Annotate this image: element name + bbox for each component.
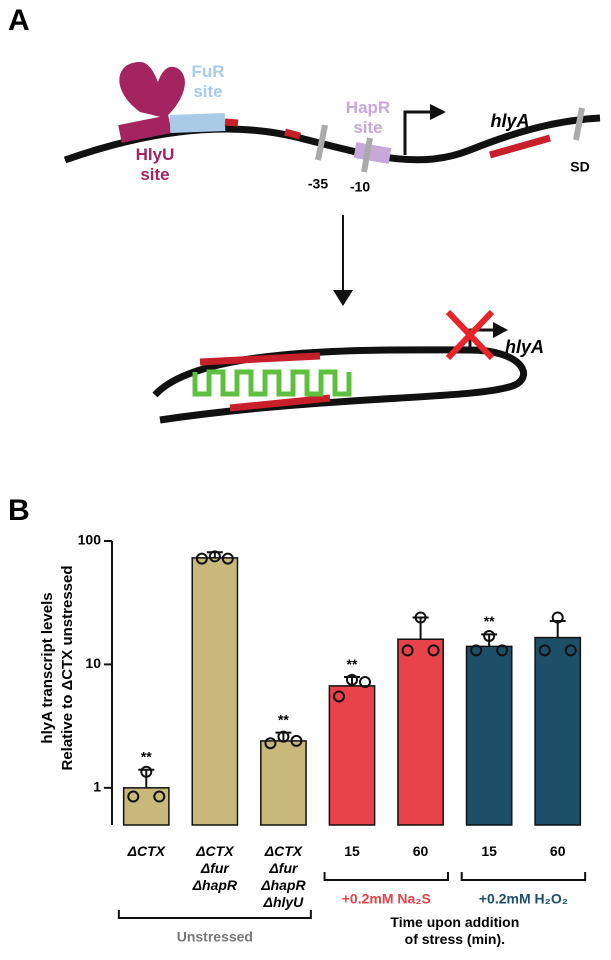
- data-point: [564, 644, 577, 657]
- label: -35: [308, 176, 328, 192]
- site-tick: [315, 124, 328, 161]
- data-point: [290, 734, 303, 747]
- data-point: [264, 737, 277, 750]
- significance: **: [484, 613, 495, 629]
- data-point: [470, 644, 483, 657]
- significance: **: [141, 749, 152, 765]
- data-point: [153, 790, 166, 803]
- bar: [260, 740, 307, 826]
- g-quadruplex: [192, 369, 352, 397]
- data-point: [195, 552, 208, 565]
- x-tick-label: 60: [549, 843, 566, 859]
- bar: [465, 645, 513, 826]
- label: FuR site: [191, 62, 225, 101]
- significance: **: [347, 656, 358, 672]
- data-point: [221, 552, 234, 565]
- panel-letter: A: [8, 4, 30, 37]
- group-label: +0.2mM Na₂S: [342, 891, 431, 907]
- error-bar: [549, 619, 566, 638]
- data-point: [140, 765, 153, 778]
- error-bar: [275, 731, 292, 741]
- label: SD: [570, 159, 589, 175]
- label: -10: [350, 179, 370, 195]
- data-point: [277, 730, 290, 743]
- data-point: [208, 550, 221, 563]
- x-tick-label: 15: [481, 843, 497, 859]
- group-bracket: [117, 910, 312, 919]
- data-point: [538, 644, 551, 657]
- hlyu-box: [118, 115, 172, 143]
- bar: [122, 787, 170, 826]
- promoter-arrow: [403, 110, 432, 155]
- group-bracket: [323, 872, 449, 881]
- promoter-arrow: [468, 328, 495, 352]
- data-point: [483, 629, 496, 642]
- x-tick-label: ΔCTX Δfur ΔhapR: [192, 843, 238, 893]
- label: HlyU site: [135, 145, 175, 184]
- y-axis-label: hlyA transcript levels: [39, 592, 56, 743]
- data-point: [127, 790, 140, 803]
- data-point: [401, 644, 414, 657]
- x-tick-label: 60: [412, 843, 429, 859]
- x-axis-label: Time upon addition of stress (min).: [390, 914, 520, 947]
- y-tick-label: 10: [85, 655, 101, 671]
- dna-mark: [199, 352, 331, 412]
- x-tick-label: ΔCTX Δfur ΔhapR ΔhlyU: [261, 843, 306, 910]
- data-point: [359, 676, 371, 689]
- data-point: [333, 690, 345, 703]
- arrow-head: [493, 322, 508, 338]
- bar: [534, 636, 582, 826]
- group-label: +0.2mM H₂O₂: [479, 891, 568, 907]
- arrow-head: [430, 104, 446, 120]
- data-point: [496, 644, 509, 657]
- bar: [191, 557, 239, 826]
- x-tick-label: 15: [344, 843, 360, 859]
- group-label: Unstressed: [177, 929, 253, 945]
- site-tick: [361, 137, 373, 173]
- arrow-head: [333, 290, 353, 306]
- dna-mark: [224, 118, 551, 159]
- gene-label: hlyA: [505, 337, 544, 357]
- significance: **: [278, 711, 289, 727]
- bar: [397, 638, 444, 826]
- fur-box: [169, 113, 226, 133]
- group-bracket: [460, 872, 587, 881]
- label: HapR site: [345, 98, 391, 137]
- y-axis-label: Relative to ΔCTX unstressed: [59, 565, 76, 770]
- protein: [119, 62, 185, 118]
- data-point: [346, 673, 358, 686]
- y-tick-label: 1: [93, 779, 101, 795]
- block-cross: [445, 309, 495, 361]
- data-point: [551, 611, 564, 624]
- bar: [328, 685, 376, 826]
- gene-label: hlyA: [490, 111, 529, 131]
- hapr-box: [353, 142, 392, 164]
- error-bar: [412, 616, 429, 640]
- site-tick: [573, 107, 585, 141]
- panel-letter: B: [8, 494, 30, 527]
- y-tick-label: 100: [78, 532, 102, 548]
- x-tick-label: ΔCTX: [127, 843, 165, 859]
- data-point: [414, 611, 427, 624]
- data-point: [427, 644, 440, 657]
